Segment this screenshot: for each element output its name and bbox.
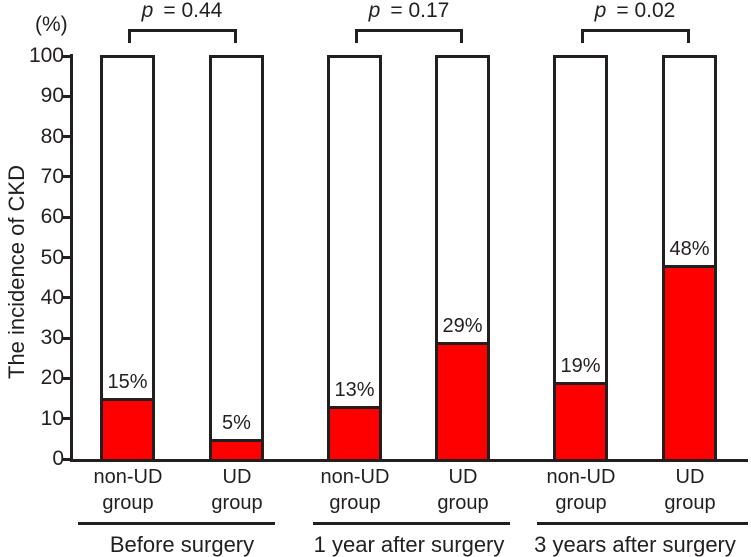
x-axis-line [70, 459, 748, 462]
bar-non-ud-group: 19% [553, 55, 608, 462]
y-axis-tick-label: 80 [40, 125, 64, 148]
p-symbol: p [594, 0, 607, 22]
bar-axis-label-line: UD [448, 466, 478, 488]
y-axis-tick-label: 90 [40, 84, 64, 107]
group-underline [78, 522, 275, 525]
group-underline [537, 522, 748, 525]
bar-ud-group: 29% [435, 55, 490, 462]
y-axis-tick-label: 100 [28, 44, 64, 67]
bar-fill-segment [212, 439, 261, 459]
bar-axis-label-line: non-UD [546, 466, 616, 488]
p-value-text: = 0.44 [163, 0, 223, 22]
y-axis-tick-mark [62, 377, 73, 380]
group-underline [313, 522, 510, 525]
y-axis-tick-label: 70 [40, 165, 64, 188]
y-axis-tick-mark [62, 256, 73, 259]
y-axis-tick-label: 20 [40, 366, 64, 389]
p-value-label: p = 0.02 [555, 0, 715, 23]
p-value-bracket [355, 29, 463, 43]
p-value-label: p = 0.17 [329, 0, 489, 23]
bar-axis-label-line: group [555, 492, 607, 514]
y-axis-tick-mark [62, 175, 73, 178]
bar-value-label: 29% [442, 315, 483, 337]
bar-value-label: 19% [560, 355, 601, 377]
y-axis-tick-mark [62, 55, 73, 58]
bar-fill-segment [103, 398, 152, 459]
bar-ud-group: 5% [209, 55, 264, 462]
group-name-label: Before surgery [109, 532, 255, 557]
bar-axis-label-line: group [437, 492, 489, 514]
group-name-label: 1 year after surgery [313, 532, 505, 557]
bar-value-label: 5% [222, 412, 251, 434]
bar-axis-label-line: group [664, 492, 716, 514]
bar-axis-label: non-UD group [516, 464, 646, 516]
bar-axis-label: UD group [625, 464, 751, 516]
p-value-label: p = 0.44 [102, 0, 262, 23]
y-axis-tick-mark [62, 216, 73, 219]
y-axis-tick-label: 60 [40, 205, 64, 228]
bar-fill-segment [556, 382, 605, 459]
y-axis-tick-label: 10 [40, 407, 64, 430]
y-axis-tick-mark [62, 417, 73, 420]
y-axis-tick-mark [62, 135, 73, 138]
y-axis-tick-mark [62, 95, 73, 98]
bar-axis-label-line: UD [675, 466, 705, 488]
p-value-bracket [128, 29, 237, 43]
bar-value-label: 13% [334, 379, 375, 401]
y-axis-unit-label: (%) [35, 13, 68, 36]
bar-fill-segment [438, 342, 487, 459]
y-axis-tick-mark [62, 458, 73, 461]
p-value-bracket [581, 29, 690, 43]
bar-axis-label-line: non-UD [93, 466, 163, 488]
bar-axis-label: non-UD group [290, 464, 420, 516]
bar-axis-label-line: group [211, 492, 263, 514]
y-axis-tick-label: 30 [40, 326, 64, 349]
bar-axis-label: UD group [398, 464, 528, 516]
bar-axis-label: non-UD group [63, 464, 193, 516]
bar-value-label: 15% [107, 371, 148, 393]
group-name-label: 3 years after surgery [534, 532, 736, 557]
p-value-text: = 0.02 [616, 0, 676, 22]
bar-axis-label-line: non-UD [320, 466, 390, 488]
p-value-text: = 0.17 [390, 0, 450, 22]
bar-non-ud-group: 15% [100, 55, 155, 462]
bar-axis-label-line: UD [222, 466, 252, 488]
bar-fill-segment [665, 265, 714, 459]
bar-fill-segment [330, 406, 379, 459]
y-axis-tick-mark [62, 296, 73, 299]
y-axis-tick-mark [62, 337, 73, 340]
bar-ud-group: 48% [662, 55, 717, 462]
bar-axis-label: UD group [172, 464, 302, 516]
y-axis-tick-label: 0 [52, 447, 64, 470]
bar-axis-label-line: group [102, 492, 154, 514]
y-axis-tick-label: 40 [40, 286, 64, 309]
bar-axis-label-line: group [329, 492, 381, 514]
p-symbol: p [141, 0, 154, 22]
bar-value-label: 48% [669, 238, 710, 260]
y-axis-tick-label: 50 [40, 246, 64, 269]
bar-non-ud-group: 13% [327, 55, 382, 462]
p-symbol: p [368, 0, 381, 22]
